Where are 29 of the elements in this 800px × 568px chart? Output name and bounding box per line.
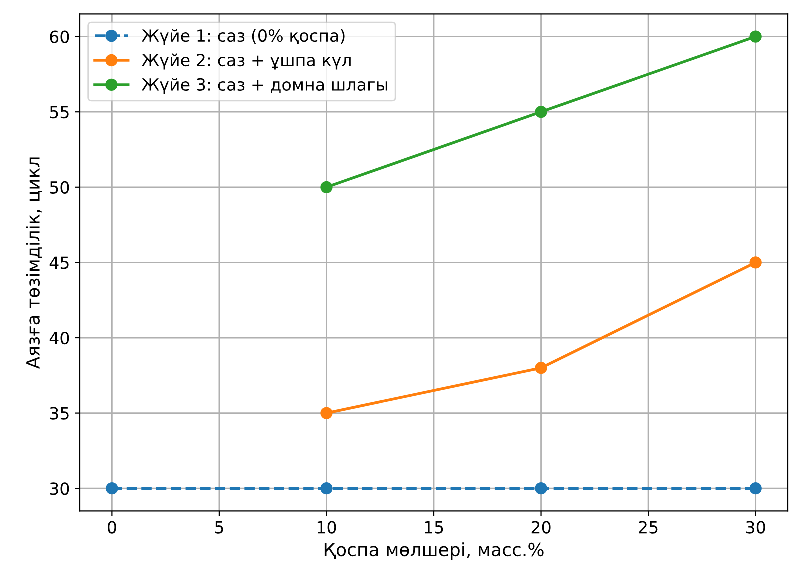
y-axis-title: Аязға төзімділік, цикл [26, 158, 42, 370]
y-tick-label: 30 [50, 482, 70, 496]
legend-label: Жүйе 1: саз (0% қоспа) [142, 29, 345, 46]
x-tick-label: 10 [318, 521, 336, 534]
point [106, 482, 118, 495]
x-tick-label: 5 [215, 521, 224, 534]
point [320, 482, 333, 495]
x-tick-label: 0 [108, 521, 116, 534]
x-tick-label: 25 [639, 521, 658, 534]
y-tick-label: 50 [50, 181, 70, 194]
legend-label: Жүйе 2: саз + ұшпа күл [142, 54, 351, 70]
x-tick-label: 15 [425, 521, 444, 534]
point [750, 30, 762, 43]
point [535, 106, 548, 118]
x-tick-label: 20 [532, 521, 551, 534]
y-tick-label: 45 [50, 256, 69, 270]
x-tick-label: 30 [746, 521, 766, 534]
y-tick-label: 55 [50, 106, 69, 119]
legend-label: Жүйе 3: саз + домна шлагы [142, 78, 388, 94]
point [535, 482, 548, 495]
point [320, 407, 333, 420]
point [750, 482, 762, 495]
point [535, 362, 548, 374]
x-axis-title: Қоспа мөлшері, масс.% [324, 542, 544, 560]
point [750, 256, 762, 269]
point [320, 181, 333, 194]
y-tick-label: 35 [50, 407, 69, 420]
y-tick-label: 60 [50, 30, 70, 44]
y-tick-label: 40 [50, 332, 70, 345]
